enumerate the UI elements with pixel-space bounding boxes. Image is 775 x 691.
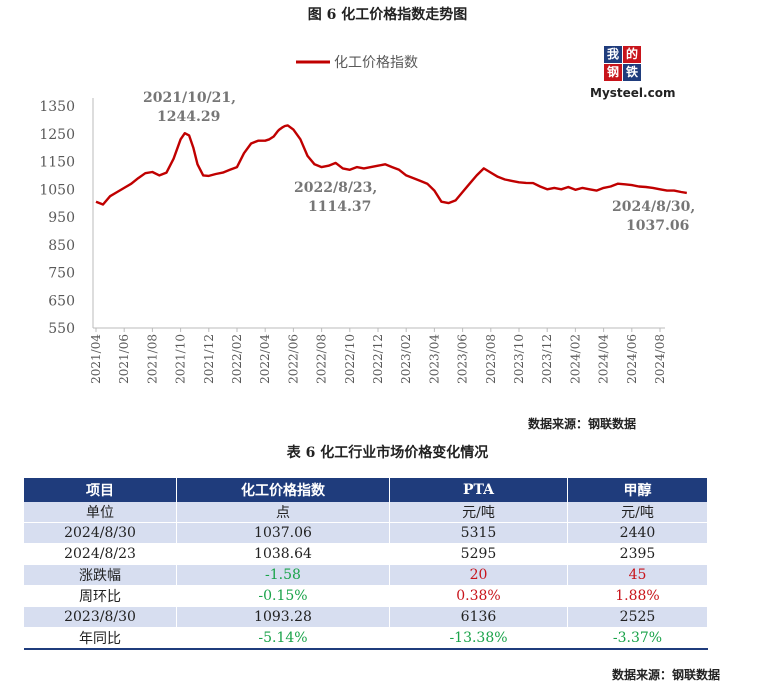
table-cell: 年同比 xyxy=(24,627,177,650)
table-cell: 2440 xyxy=(567,522,708,544)
price-change-table: 项目 化工价格指数 PTA 甲醇 单位点元/吨 元/吨 2024/8/30 1037.… xyxy=(24,478,708,650)
table-cell: 2024/8/30 xyxy=(24,522,177,544)
table-cell: -3.37% xyxy=(567,627,708,650)
figure-title: 图 6 化工价格指数走势图 xyxy=(307,7,468,23)
y-tick-label: 650 xyxy=(48,293,75,309)
y-tick-label: 850 xyxy=(48,238,75,254)
annotation-date: 2022/8/23, xyxy=(294,180,377,196)
table-cell: 5315 xyxy=(389,522,568,544)
table-row: 2023/8/30 1093.28 6136 2525 xyxy=(24,606,708,628)
table-cell: 5295 xyxy=(389,543,568,565)
x-tick-label: 2023/02 xyxy=(399,334,413,384)
table-row: 单位点元/吨 元/吨 xyxy=(24,502,708,523)
annotation-date: 2024/8/30, xyxy=(612,199,695,215)
x-tick-label: 2024/04 xyxy=(597,334,611,384)
logo-tile: 我 xyxy=(604,46,622,63)
y-tick-label: 1150 xyxy=(39,155,75,171)
logo-text: Mysteel.com xyxy=(590,86,676,100)
table-cell: 涨跌幅 xyxy=(24,564,177,586)
table-row: 周环比 -0.15% 0.38% 1.88% xyxy=(24,585,708,607)
table-body: 单位点元/吨 元/吨 2024/8/30 1037.06 5315 2440 2024/8/… xyxy=(24,502,708,650)
annotation-date: 2021/10/21, xyxy=(143,90,236,106)
header-chem-index: 化工价格指数 xyxy=(176,478,390,502)
table-cell: 1037.06 xyxy=(176,522,390,544)
x-tick-label: 2023/12 xyxy=(540,334,554,384)
table-cell: 2525 xyxy=(567,606,708,628)
table-header-row: 项目 化工价格指数 PTA 甲醇 xyxy=(24,478,708,502)
table-cell: -13.38% xyxy=(389,627,568,650)
x-tick-label: 2022/10 xyxy=(343,334,357,384)
x-tick-label: 2024/02 xyxy=(568,334,582,384)
table-cell: 2024/8/23 xyxy=(24,543,177,565)
table-title: 表 6 化工行业市场价格变化情况 xyxy=(286,445,489,461)
x-tick-label: 2024/08 xyxy=(653,334,667,384)
x-tick-label: 2022/04 xyxy=(258,334,272,384)
table-cell: 周环比 xyxy=(24,585,177,607)
y-tick-label: 950 xyxy=(48,210,75,226)
x-tick-label: 2021/04 xyxy=(89,334,103,384)
x-tick-label: 2021/06 xyxy=(117,334,131,384)
x-tick-label: 2022/06 xyxy=(286,334,300,384)
x-tick-label: 2021/12 xyxy=(202,334,216,384)
x-tick-label: 2022/08 xyxy=(315,334,329,384)
table-cell: 6136 xyxy=(389,606,568,628)
y-tick-label: 750 xyxy=(48,266,75,282)
table-cell: 单位 xyxy=(24,502,177,523)
annotation-value: 1037.06 xyxy=(626,218,689,234)
header-pta: PTA xyxy=(389,478,568,502)
table-row: 2024/8/23 1038.64 5295 2395 xyxy=(24,543,708,565)
series-line xyxy=(95,124,687,206)
x-tick-label: 2024/06 xyxy=(625,334,639,384)
annotation-value: 1244.29 xyxy=(157,109,220,125)
y-tick-label: 1050 xyxy=(39,182,75,198)
table-cell: 2023/8/30 xyxy=(24,606,177,628)
x-tick-label: 2023/08 xyxy=(484,334,498,384)
table-row: 年同比 -5.14% -13.38% -3.37% xyxy=(24,627,708,650)
logo-tile: 铁 xyxy=(623,64,641,81)
header-methanol: 甲醇 xyxy=(567,478,708,502)
legend-label: 化工价格指数 xyxy=(334,55,418,71)
chart-source: 数据来源：钢联数据 xyxy=(528,417,637,431)
logo-tile: 钢 xyxy=(604,64,622,81)
annotation-value: 1114.37 xyxy=(308,199,371,215)
table-row: 涨跌幅 -1.58 20 45 xyxy=(24,564,708,586)
table-cell: 1.88% xyxy=(567,585,708,607)
table-cell: 元/吨 xyxy=(389,502,568,523)
y-tick-label: 1350 xyxy=(39,99,75,115)
logo-tile: 的 xyxy=(623,46,641,63)
header-item: 项目 xyxy=(24,478,177,502)
table-cell: -1.58 xyxy=(176,564,390,586)
mysteel-logo: 我的钢铁 Mysteel.com xyxy=(590,46,675,102)
x-tick-label: 2021/08 xyxy=(145,334,159,384)
table-cell: 0.38% xyxy=(389,585,568,607)
table-cell: 1093.28 xyxy=(176,606,390,628)
x-tick-label: 2021/10 xyxy=(174,334,188,384)
y-tick-label: 550 xyxy=(48,321,75,337)
table-cell: 元/吨 xyxy=(567,502,708,523)
table-cell: -5.14% xyxy=(176,627,390,650)
table-cell: 1038.64 xyxy=(176,543,390,565)
table-cell: 20 xyxy=(389,564,568,586)
line-chart: 1350 1250 1150 1050 950 850 750 650 550 2021/04 20… xyxy=(39,55,695,384)
x-tick-label: 2023/04 xyxy=(427,334,441,384)
x-tick-label: 2022/02 xyxy=(230,334,244,384)
logo-tiles: 我的钢铁 xyxy=(604,46,641,81)
x-tick-label: 2022/12 xyxy=(371,334,385,384)
table-cell: 45 xyxy=(567,564,708,586)
y-tick-label: 1250 xyxy=(39,127,75,143)
table-row: 2024/8/30 1037.06 5315 2440 xyxy=(24,522,708,544)
table-source: 数据来源：钢联数据 xyxy=(612,668,721,682)
table-cell: 点 xyxy=(176,502,390,523)
x-tick-label: 2023/10 xyxy=(512,334,526,384)
x-tick-label: 2023/06 xyxy=(456,334,470,384)
table-cell: -0.15% xyxy=(176,585,390,607)
table-cell: 2395 xyxy=(567,543,708,565)
